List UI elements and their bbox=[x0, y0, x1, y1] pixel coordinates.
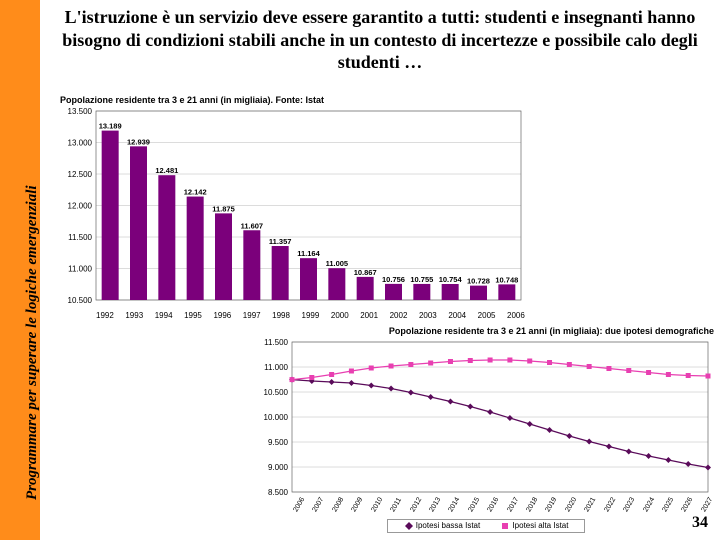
svg-text:12.000: 12.000 bbox=[68, 202, 93, 211]
svg-text:12.481: 12.481 bbox=[155, 166, 178, 175]
svg-text:11.607: 11.607 bbox=[241, 221, 264, 230]
svg-text:11.000: 11.000 bbox=[264, 363, 288, 372]
page-title: L'istruzione è un servizio deve essere g… bbox=[48, 6, 712, 74]
svg-text:13.500: 13.500 bbox=[68, 107, 93, 116]
chart-population-history: Popolazione residente tra 3 e 21 anni (i… bbox=[60, 95, 525, 325]
svg-text:10.500: 10.500 bbox=[264, 388, 289, 397]
chart2-title: Popolazione residente tra 3 e 21 anni (i… bbox=[258, 326, 714, 336]
svg-text:12.142: 12.142 bbox=[184, 188, 207, 197]
svg-text:12.500: 12.500 bbox=[68, 170, 93, 179]
svg-text:13.189: 13.189 bbox=[99, 122, 122, 131]
chart2-plot: 8.500 9.000 9.500 10.000 10.500 11.000 11.500 bbox=[258, 338, 714, 496]
svg-text:10.728: 10.728 bbox=[467, 277, 490, 286]
svg-text:10.756: 10.756 bbox=[382, 275, 405, 284]
chart1-title: Popolazione residente tra 3 e 21 anni (i… bbox=[60, 95, 525, 105]
svg-text:10.748: 10.748 bbox=[495, 275, 518, 284]
chart1-plot: 10.500 11.000 11.500 12.000 12.500 13.000 13.5… bbox=[60, 107, 525, 304]
page-number: 34 bbox=[692, 514, 708, 532]
svg-text:8.500: 8.500 bbox=[268, 488, 289, 496]
svg-text:11.005: 11.005 bbox=[326, 259, 349, 268]
sidebar-label: Programmare per superare le logiche emer… bbox=[24, 185, 41, 500]
chart1-xaxis: 1992199319941995199619971998199920002001… bbox=[60, 311, 525, 320]
svg-text:10.867: 10.867 bbox=[354, 268, 377, 277]
svg-text:11.500: 11.500 bbox=[68, 233, 92, 242]
svg-text:11.875: 11.875 bbox=[212, 204, 235, 213]
svg-text:10.755: 10.755 bbox=[410, 275, 433, 284]
svg-text:10.500: 10.500 bbox=[68, 296, 93, 304]
svg-text:11.164: 11.164 bbox=[297, 249, 320, 258]
chart2-xaxis: 2006200720082009201020112012201320142015… bbox=[258, 502, 714, 509]
svg-text:10.754: 10.754 bbox=[439, 275, 463, 284]
chart2-legend: Ipotesi bassa Istat Ipotesi alta Istat bbox=[387, 519, 586, 533]
svg-text:10.000: 10.000 bbox=[264, 413, 289, 422]
svg-text:13.000: 13.000 bbox=[68, 139, 93, 148]
svg-text:12.939: 12.939 bbox=[127, 137, 150, 146]
svg-text:11.500: 11.500 bbox=[264, 338, 288, 347]
svg-text:11.000: 11.000 bbox=[68, 265, 92, 274]
chart-population-projection: Popolazione residente tra 3 e 21 anni (i… bbox=[258, 326, 714, 522]
svg-text:9.000: 9.000 bbox=[268, 463, 289, 472]
svg-text:11.357: 11.357 bbox=[269, 237, 292, 246]
svg-text:9.500: 9.500 bbox=[268, 438, 289, 447]
